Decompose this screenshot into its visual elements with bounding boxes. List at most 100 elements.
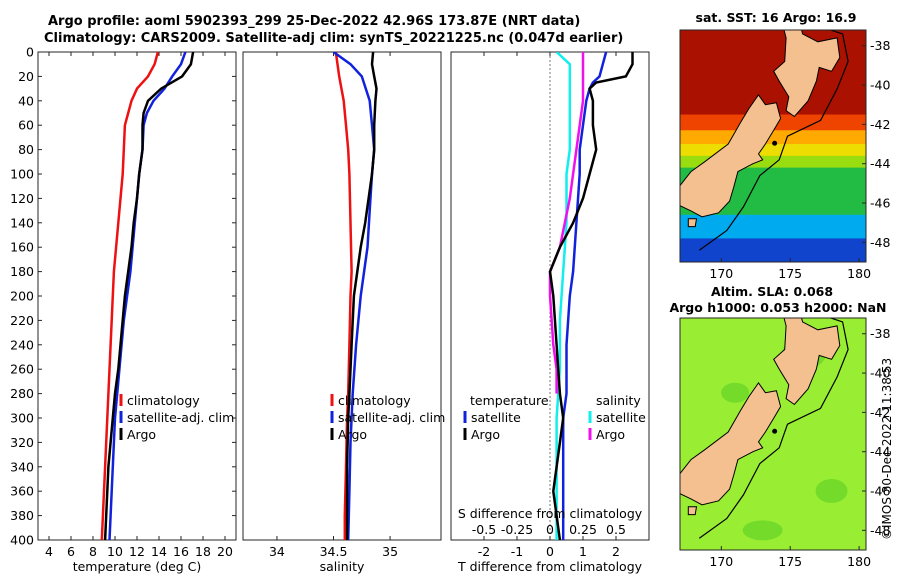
x-tick-label: 16 bbox=[173, 544, 189, 559]
depth-tick-label: 100 bbox=[10, 167, 34, 182]
temperature-satellite-adj-line bbox=[108, 52, 187, 540]
south-island-landmass bbox=[680, 382, 782, 506]
map-latitude-label: -48 bbox=[870, 523, 890, 538]
salinity-satellite-difference-line bbox=[555, 52, 572, 540]
difference-legend: temperature satellite Argo salinity sate… bbox=[463, 393, 646, 442]
depth-tick-label: 220 bbox=[10, 313, 34, 328]
temperature-legend: climatology satellite-adj. clim Argo bbox=[119, 393, 234, 442]
x-tick-label: 10 bbox=[107, 544, 123, 559]
north-island-landmass bbox=[773, 318, 841, 406]
map-latitude-label: -44 bbox=[870, 156, 890, 171]
map-longitude-label: 180 bbox=[847, 554, 871, 569]
depth-tick-label: 120 bbox=[10, 191, 34, 206]
map-longitude-label: 175 bbox=[778, 554, 802, 569]
sla-anomaly-blob bbox=[721, 382, 750, 403]
depth-tick-label: 80 bbox=[18, 142, 34, 157]
x-tick-label: -1 bbox=[511, 544, 523, 559]
salinity-argo-difference-line bbox=[548, 52, 585, 394]
imos-credit: ©IMOS 30-Dec-2022 11:38:53 bbox=[880, 357, 894, 540]
sst-map-frame bbox=[679, 29, 867, 263]
x-tick-label: 1 bbox=[579, 544, 587, 559]
x-tick-label: 34 bbox=[269, 544, 285, 559]
map-latitude-label: -44 bbox=[870, 444, 890, 459]
depth-tick-label: 200 bbox=[10, 289, 34, 304]
depth-tick-label: 240 bbox=[10, 337, 34, 352]
sst-band bbox=[680, 144, 866, 157]
x-tick-label: 2 bbox=[612, 544, 620, 559]
depth-tick-label: 140 bbox=[10, 215, 34, 230]
legend-label-argo: Argo bbox=[127, 427, 156, 442]
argo-float-position bbox=[772, 428, 778, 434]
figure-title-line1: Argo profile: aoml 5902393_299 25-Dec-20… bbox=[48, 14, 581, 29]
temperature-x-label: temperature (deg C) bbox=[73, 559, 202, 574]
temperature-argo-line bbox=[103, 52, 195, 540]
legend-label-satellite-adj: satellite-adj. clim bbox=[127, 410, 234, 425]
depth-tick-label: 380 bbox=[10, 508, 34, 523]
map-longitude-label: 170 bbox=[709, 554, 733, 569]
sla-map-title-line1: Altim. SLA: 0.068 bbox=[711, 284, 833, 299]
salinity-difference-tick-label: -0.25 bbox=[501, 522, 533, 537]
salinity-panel: 34 34.5 35 climatology satellite-adj. clim… bbox=[242, 51, 445, 574]
salinity-x-label: salinity bbox=[320, 559, 365, 574]
legend-label-sal-satellite: satellite bbox=[596, 410, 646, 425]
legend-label-climatology: climatology bbox=[127, 393, 200, 408]
depth-tick-label: 280 bbox=[10, 386, 34, 401]
sla-color-field bbox=[680, 318, 866, 550]
legend-title-salinity: salinity bbox=[596, 393, 641, 408]
sla-anomaly-blob bbox=[742, 520, 783, 541]
north-island-landmass bbox=[773, 30, 841, 118]
bathymetry-contour bbox=[698, 318, 849, 539]
depth-y-ticks: 0 20 40 60 80 100 120 140 160 180 200 220 240 260 280 3… bbox=[10, 45, 649, 548]
x-tick-label: 35 bbox=[382, 544, 398, 559]
sst-band bbox=[680, 238, 866, 262]
figure-title-line2: Climatology: CARS2009. Satellite-adj cli… bbox=[44, 31, 624, 46]
temperature-argo-difference-line bbox=[548, 52, 634, 540]
depth-tick-label: 400 bbox=[10, 533, 34, 548]
x-tick-label: -2 bbox=[478, 544, 490, 559]
legend-label-sal-argo: Argo bbox=[596, 427, 625, 442]
argo-float-position bbox=[772, 140, 778, 146]
depth-tick-label: 300 bbox=[10, 411, 34, 426]
salinity-difference-tick-label: 0.25 bbox=[569, 522, 597, 537]
salinity-axes-box bbox=[242, 51, 442, 541]
legend-label-climatology: climatology bbox=[338, 393, 411, 408]
map-longitude-label: 175 bbox=[778, 266, 802, 281]
legend-label-temp-satellite: satellite bbox=[471, 410, 521, 425]
temperature-x-ticks: 4 6 8 10 12 14 16 18 20 bbox=[45, 52, 233, 559]
temperature-climatology-line bbox=[100, 52, 160, 540]
sst-color-field bbox=[680, 30, 866, 262]
salinity-difference-tick-label: -0.5 bbox=[472, 522, 496, 537]
sst-band bbox=[680, 214, 866, 239]
salinity-difference-tick-label: 0.5 bbox=[606, 522, 626, 537]
map-latitude-label: -42 bbox=[870, 117, 890, 132]
map-longitude-label: 170 bbox=[709, 266, 733, 281]
map-latitude-label: -40 bbox=[870, 78, 890, 93]
sla-land-mask bbox=[680, 318, 849, 539]
stewart-island-landmass bbox=[687, 506, 698, 516]
legend-label-satellite-adj: satellite-adj. clim bbox=[338, 410, 445, 425]
x-tick-label: 12 bbox=[129, 544, 145, 559]
depth-tick-label: 60 bbox=[18, 118, 34, 133]
map-latitude-label: -42 bbox=[870, 405, 890, 420]
map-longitude-label: 180 bbox=[847, 266, 871, 281]
map-latitude-label: -46 bbox=[870, 196, 890, 211]
bathymetry-contour bbox=[698, 30, 849, 251]
depth-tick-label: 20 bbox=[18, 69, 34, 84]
salinity-argo-line bbox=[345, 52, 378, 540]
x-tick-label: 4 bbox=[45, 544, 53, 559]
difference-x-ticks: -2 -1 0 1 2 bbox=[478, 52, 620, 559]
map-latitude-label: -38 bbox=[870, 38, 890, 53]
sla-map-panel: 170 175 180 -38 -40 -42 -44 -46 -48 Altim. SLA: … bbox=[669, 284, 890, 569]
depth-tick-label: 340 bbox=[10, 459, 34, 474]
temperature-axes-box bbox=[37, 51, 237, 541]
sla-map-ticks: 170 175 180 -38 -40 -42 -44 -46 -48 bbox=[709, 326, 890, 569]
x-tick-label: 6 bbox=[67, 544, 75, 559]
salinity-legend: climatology satellite-adj. clim Argo bbox=[330, 393, 445, 442]
sla-anomaly-blob bbox=[815, 479, 848, 504]
map-latitude-label: -38 bbox=[870, 326, 890, 341]
sst-map-title: sat. SST: 16 Argo: 16.9 bbox=[696, 10, 857, 25]
temperature-panel: 4 6 8 10 12 14 16 18 20 020406080100120140160180… bbox=[10, 45, 649, 574]
depth-tick-label: 40 bbox=[18, 93, 34, 108]
x-tick-label: 34.5 bbox=[320, 544, 348, 559]
sst-map-panel: 170 175 180 -38 -40 -42 -44 -46 -48 sat. SST: 16… bbox=[679, 10, 890, 281]
